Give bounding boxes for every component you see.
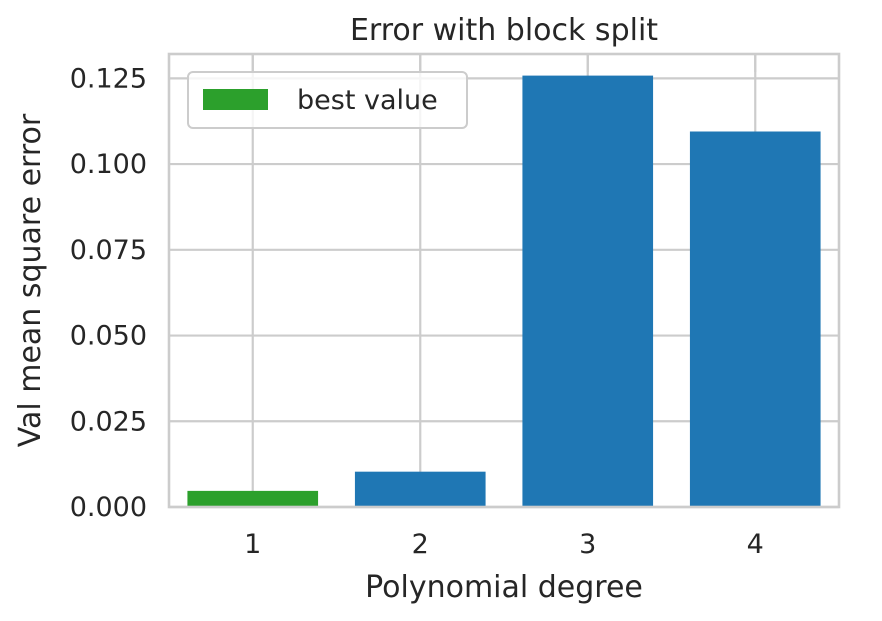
bars: [187, 75, 821, 508]
y-tick-label: 0.100: [70, 149, 147, 180]
legend-box: [187, 71, 468, 129]
legend-label-best-value: best value: [297, 85, 438, 116]
y-tick-label: 0.050: [70, 321, 147, 352]
y-tick-label: 0.125: [70, 63, 147, 94]
x-axis-label: Polynomial degree: [365, 570, 643, 605]
x-tick-label: 4: [747, 529, 764, 560]
bar-degree-3: [522, 75, 654, 507]
y-tick-label: 0.075: [70, 235, 147, 266]
x-axis-ticks: 1 2 3 4: [244, 54, 764, 560]
chart-title: Error with block split: [350, 13, 658, 48]
legend-swatch-best-value: [203, 89, 268, 110]
y-axis-label: Val mean square error: [13, 113, 48, 447]
x-tick-label: 3: [579, 529, 596, 560]
legend: best value: [187, 71, 468, 129]
y-axis-ticks: 0.000 0.025 0.050 0.075 0.100 0.125: [70, 63, 147, 523]
bar-degree-2: [354, 471, 486, 507]
x-tick-label: 1: [244, 529, 261, 560]
x-tick-label: 2: [412, 529, 429, 560]
plot-frame: [167, 52, 841, 509]
bar-degree-1: [187, 490, 319, 507]
y-tick-label: 0.000: [70, 492, 147, 523]
bar-degree-4: [689, 131, 821, 508]
y-tick-label: 0.025: [70, 406, 147, 437]
